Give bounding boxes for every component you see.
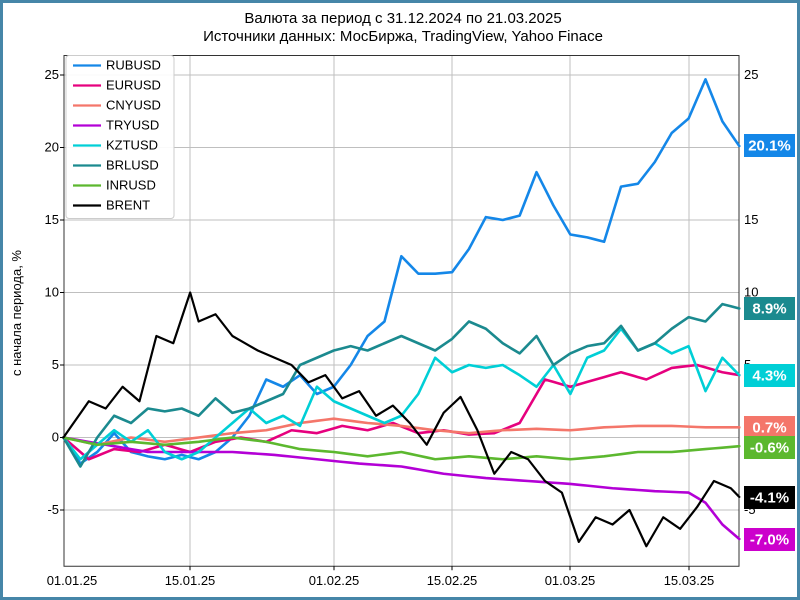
svg-text:15: 15 — [45, 212, 59, 227]
svg-text:25: 25 — [744, 67, 758, 82]
svg-text:01.02.25: 01.02.25 — [309, 573, 360, 588]
svg-text:15: 15 — [744, 212, 758, 227]
svg-text:10: 10 — [45, 285, 59, 300]
svg-text:25: 25 — [45, 67, 59, 82]
svg-text:KZTUSD: KZTUSD — [106, 138, 158, 153]
svg-text:20.1%: 20.1% — [748, 138, 791, 155]
svg-text:4.3%: 4.3% — [752, 368, 786, 385]
svg-text:15.02.25: 15.02.25 — [427, 573, 478, 588]
svg-text:EURUSD: EURUSD — [106, 78, 161, 93]
svg-text:0: 0 — [52, 430, 59, 445]
svg-text:-7.0%: -7.0% — [750, 532, 789, 549]
svg-text:BRENT: BRENT — [106, 198, 150, 213]
svg-text:8.9%: 8.9% — [752, 301, 786, 318]
svg-text:01.01.25: 01.01.25 — [47, 573, 98, 588]
svg-text:5: 5 — [52, 357, 59, 372]
svg-text:RUBUSD: RUBUSD — [106, 58, 161, 73]
svg-text:-5: -5 — [47, 502, 59, 517]
svg-text:BRLUSD: BRLUSD — [106, 158, 159, 173]
svg-text:20: 20 — [45, 140, 59, 155]
svg-text:CNYUSD: CNYUSD — [106, 98, 161, 113]
svg-text:15.01.25: 15.01.25 — [165, 573, 216, 588]
svg-text:с начала периода, %: с начала периода, % — [9, 250, 24, 376]
svg-text:15.03.25: 15.03.25 — [664, 573, 715, 588]
svg-text:0.7%: 0.7% — [752, 420, 786, 437]
svg-text:-0.6%: -0.6% — [750, 440, 789, 457]
svg-text:01.03.25: 01.03.25 — [545, 573, 596, 588]
svg-text:TRYUSD: TRYUSD — [106, 118, 159, 133]
svg-text:INRUSD: INRUSD — [106, 178, 156, 193]
svg-text:-4.1%: -4.1% — [750, 490, 789, 507]
